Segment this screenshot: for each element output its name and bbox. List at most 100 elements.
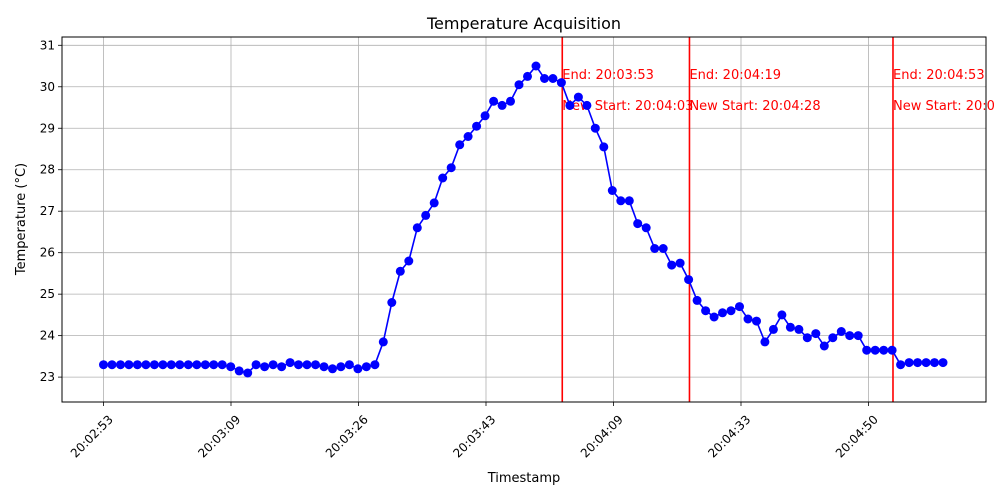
x-tick-label: 20:03:26 xyxy=(323,412,371,460)
data-point xyxy=(938,358,948,368)
data-point xyxy=(328,364,337,374)
y-tick-label: 25 xyxy=(40,287,55,301)
data-point xyxy=(361,362,371,372)
data-point xyxy=(540,74,549,83)
data-point xyxy=(684,275,694,285)
data-point xyxy=(650,244,660,253)
data-point xyxy=(904,358,914,368)
data-point xyxy=(573,92,583,102)
data-point xyxy=(302,360,312,370)
data-point xyxy=(743,314,753,324)
data-point xyxy=(378,337,388,347)
data-point xyxy=(107,360,117,370)
y-tick-label: 23 xyxy=(40,370,55,384)
end-annotation: End: 20:03:53 xyxy=(562,68,654,83)
data-point xyxy=(209,360,219,370)
y-tick-label: 30 xyxy=(40,80,55,94)
data-point xyxy=(217,360,227,370)
data-point xyxy=(132,360,142,370)
data-point xyxy=(794,324,804,334)
data-point xyxy=(344,360,354,370)
data-point xyxy=(166,360,176,370)
x-tick-label: 20:04:33 xyxy=(705,412,753,460)
data-point xyxy=(506,96,515,106)
data-point xyxy=(531,61,541,71)
data-point xyxy=(260,362,270,372)
data-point xyxy=(429,198,439,208)
chart-title: Temperature Acquisition xyxy=(426,14,621,33)
grid xyxy=(62,37,986,402)
data-point xyxy=(785,322,795,332)
y-tick-label: 31 xyxy=(40,38,55,52)
y-axis-label: Temperature (°C) xyxy=(14,163,29,276)
data-point xyxy=(692,295,702,305)
data-point xyxy=(565,100,575,110)
end-annotation: End: 20:04:19 xyxy=(689,68,781,83)
y-tick-label: 28 xyxy=(40,163,55,177)
new-start-annotation: New Start: 20:04:03 xyxy=(562,99,693,114)
plot-frame xyxy=(61,36,987,403)
x-tick-label: 20:04:09 xyxy=(578,412,626,460)
data-point xyxy=(243,368,253,378)
data-point xyxy=(514,80,524,90)
new-start-annotation: New Start: 20:0 xyxy=(893,99,995,114)
y-tick-label: 27 xyxy=(40,204,55,218)
data-point xyxy=(870,345,880,355)
data-point xyxy=(607,186,617,195)
data-point xyxy=(353,364,363,374)
data-point xyxy=(879,345,889,355)
data-point xyxy=(395,266,405,276)
data-point xyxy=(489,96,499,106)
data-point xyxy=(556,78,566,88)
data-point xyxy=(158,360,168,370)
data-point xyxy=(862,345,872,355)
data-point xyxy=(658,244,668,253)
data-point xyxy=(599,142,609,152)
data-point xyxy=(277,362,287,372)
data-point xyxy=(149,360,159,370)
data-point xyxy=(675,258,685,268)
data-point xyxy=(768,324,778,334)
data-point xyxy=(896,360,906,370)
data-point xyxy=(735,302,744,312)
data-point xyxy=(192,360,202,370)
x-tick-label: 20:03:09 xyxy=(195,412,243,460)
data-point xyxy=(497,100,507,110)
y-tick-label: 26 xyxy=(40,246,55,260)
data-point xyxy=(336,362,346,372)
data-point xyxy=(752,316,761,326)
data-point xyxy=(446,163,456,173)
data-point xyxy=(285,358,295,368)
data-point xyxy=(624,196,634,206)
data-point xyxy=(99,360,108,370)
new-start-annotation: New Start: 20:04:28 xyxy=(689,99,820,114)
data-point xyxy=(616,196,626,206)
data-point xyxy=(438,173,448,183)
data-point xyxy=(718,308,727,318)
data-point xyxy=(828,333,838,343)
x-tick-label: 20:03:43 xyxy=(450,412,498,460)
data-point xyxy=(463,132,473,141)
data-point xyxy=(930,358,939,368)
x-axis-label: Timestamp xyxy=(487,471,561,486)
data-point xyxy=(472,121,482,131)
data-point xyxy=(404,256,414,266)
data-point xyxy=(116,360,125,370)
data-point xyxy=(802,333,812,343)
data-point xyxy=(641,223,651,233)
data-point xyxy=(141,360,151,370)
data-point xyxy=(268,360,278,370)
data-point xyxy=(811,329,821,339)
data-point xyxy=(701,306,711,316)
data-point xyxy=(480,111,490,121)
data-point xyxy=(777,310,787,320)
data-point xyxy=(387,298,397,307)
data-point xyxy=(887,345,897,355)
data-point xyxy=(234,366,244,376)
data-point xyxy=(709,312,719,322)
data-point xyxy=(370,360,380,370)
data-point xyxy=(455,140,465,150)
data-point xyxy=(200,360,210,370)
